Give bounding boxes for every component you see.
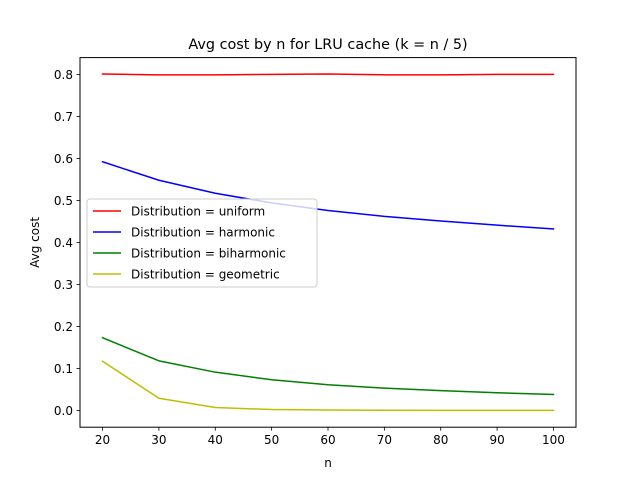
y-tick-label: 0.1 [54, 362, 73, 376]
series-line-4 [101, 360, 555, 412]
y-tick-label: 0.5 [54, 194, 73, 208]
y-tick-label: 0.2 [54, 320, 73, 334]
legend-label: Distribution = biharmonic [131, 247, 286, 261]
chart-title: Avg cost by n for LRU cache (k = n / 5) [188, 37, 467, 53]
legend-label: Distribution = geometric [131, 268, 280, 282]
legend-label: Distribution = harmonic [131, 226, 275, 240]
x-tick-label: 80 [433, 433, 448, 447]
y-tick-label: 0.4 [54, 236, 73, 250]
legend-box [86, 198, 318, 288]
series-line-1 [101, 73, 555, 76]
y-tick-label: 0.6 [54, 152, 73, 166]
y-tick-label: 0.3 [54, 278, 73, 292]
x-tick-label: 70 [377, 433, 392, 447]
series-lines [101, 73, 555, 412]
x-tick-label: 30 [151, 433, 166, 447]
series-line-2 [101, 160, 555, 230]
legend: Distribution = uniform Distribution = har… [86, 198, 318, 288]
y-axis-ticks: 0.0 0.1 0.2 0.3 0.4 0.5 0.6 0.7 0.8 [54, 68, 80, 418]
x-axis-ticks: 20 30 40 50 60 70 80 90 100 [95, 427, 565, 447]
x-tick-label: 90 [489, 433, 504, 447]
y-tick-label: 0.7 [54, 110, 73, 124]
legend-label: Distribution = uniform [131, 205, 265, 219]
y-tick-label: 0.8 [54, 68, 73, 82]
x-axis-label: n [324, 456, 332, 470]
y-axis-label: Avg cost [28, 217, 42, 268]
x-tick-label: 40 [208, 433, 223, 447]
x-tick-label: 60 [320, 433, 335, 447]
plot-area-frame [79, 57, 577, 428]
x-tick-label: 100 [542, 433, 565, 447]
y-tick-label: 0.0 [54, 404, 73, 418]
x-tick-label: 50 [264, 433, 279, 447]
series-line-3 [101, 336, 555, 396]
x-tick-label: 20 [95, 433, 110, 447]
